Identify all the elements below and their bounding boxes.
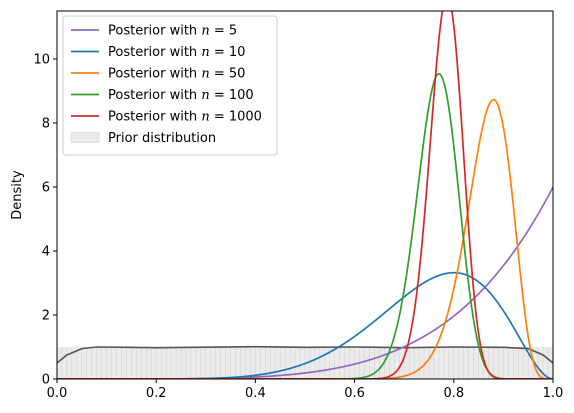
x-tick-label: 1.0 bbox=[543, 386, 564, 401]
x-tick-label: 0.2 bbox=[146, 386, 167, 401]
x-tick-label: 0.6 bbox=[344, 386, 365, 401]
legend-label-prior: Prior distribution bbox=[108, 131, 216, 146]
legend-swatch-prior bbox=[70, 132, 100, 143]
plot-frame bbox=[56, 10, 554, 380]
legend-label-4: Posterior with n = 100 bbox=[108, 88, 254, 103]
prior-line bbox=[57, 345, 553, 364]
y-tick-label: 8 bbox=[42, 117, 50, 132]
legend-label-3: Posterior with n = 50 bbox=[108, 67, 245, 82]
series-line-4 bbox=[57, 72, 553, 379]
x-tick-label: 0.0 bbox=[47, 386, 68, 401]
y-tick-label: 10 bbox=[33, 53, 50, 68]
legend-label-2: Posterior with n = 10 bbox=[108, 45, 245, 60]
legend-label-1: Posterior with n = 5 bbox=[108, 24, 237, 39]
y-tick-label: 0 bbox=[42, 373, 50, 388]
series-line-3 bbox=[57, 98, 553, 379]
legend-box bbox=[62, 15, 278, 156]
legend-label-5: Posterior with n = 1000 bbox=[108, 110, 262, 125]
y-tick-label: 4 bbox=[42, 245, 50, 260]
x-tick-label: 0.4 bbox=[245, 386, 266, 401]
y-axis-label: Density bbox=[10, 170, 25, 220]
x-tick-label: 0.8 bbox=[443, 386, 464, 401]
y-tick-label: 6 bbox=[42, 181, 50, 196]
y-tick-label: 2 bbox=[42, 309, 50, 324]
series-line-5 bbox=[57, 11, 553, 379]
